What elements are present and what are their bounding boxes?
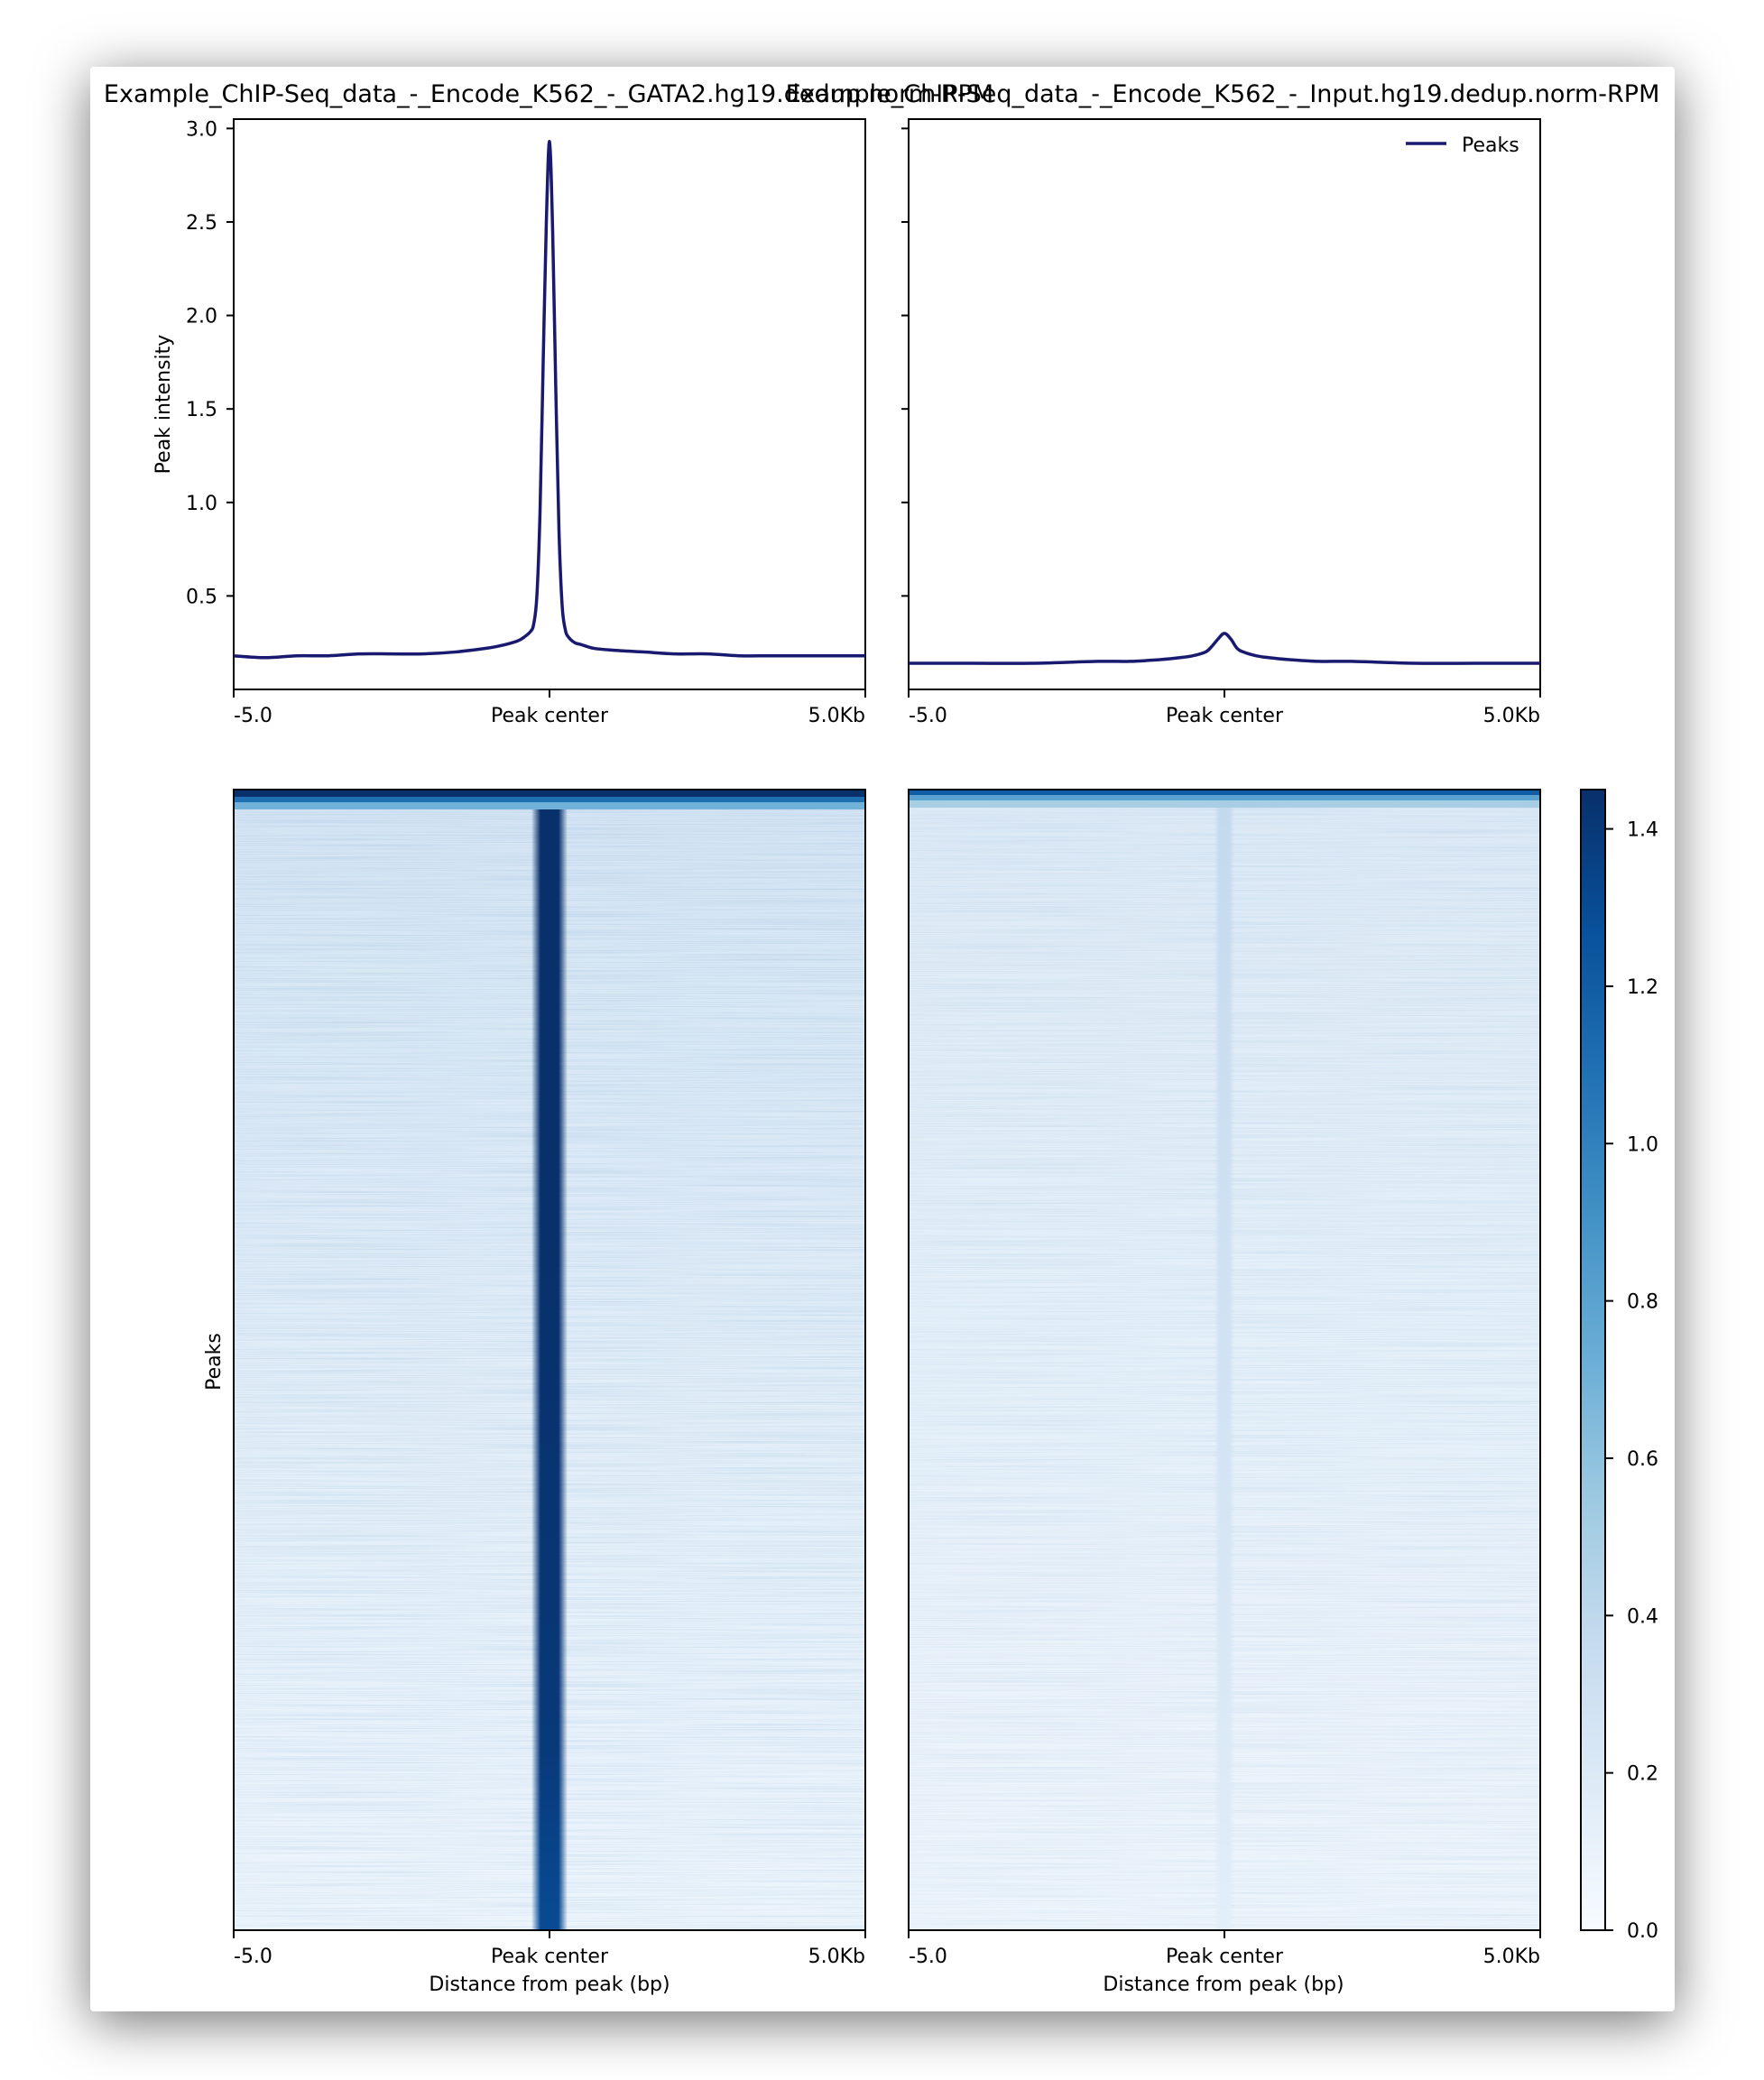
profile-y-tick-label: 3.0 xyxy=(186,118,217,141)
profile-line-gata2 xyxy=(233,140,865,660)
colorbar xyxy=(1580,789,1606,1931)
profile-x-tick-label: 5.0Kb xyxy=(808,705,865,727)
heatmap-x-tick-label: 5.0Kb xyxy=(808,1946,865,1968)
profile-x-tick-label: -5.0 xyxy=(909,705,947,727)
profile-y-tick-label: 2.5 xyxy=(186,212,217,235)
heatmap-xlabel-input: Distance from peak (bp) xyxy=(1103,1974,1344,1996)
profile-y-ticks: 0.5 1.0 1.5 2.0 2.5 3.0 xyxy=(186,118,909,608)
heatmap-x-tick-label: 5.0Kb xyxy=(1483,1946,1540,1968)
heatmap-top-rows xyxy=(234,790,865,797)
profile-y-tick-label: 2.0 xyxy=(186,306,217,328)
colorbar-tick-label: 1.4 xyxy=(1627,819,1658,842)
heatmap-x-tick-label: -5.0 xyxy=(234,1946,272,1968)
profile-x-tick-label: 5.0Kb xyxy=(1483,705,1540,727)
heatmap-top-rows xyxy=(909,800,1540,808)
heatmap-top-rows xyxy=(234,802,865,809)
heatmap-frame-gata2 xyxy=(233,789,866,1931)
profile-lines xyxy=(233,140,1540,665)
profile-y-tick-label: 1.0 xyxy=(186,493,217,515)
heatmap-center-band-gata2 xyxy=(531,790,568,1930)
heatmap-top-rows xyxy=(909,795,1540,800)
panel-title-gata2: Example_ChIP-Seq_data_-_Encode_K562_-_GA… xyxy=(104,80,993,108)
colorbar-tick-label: 1.0 xyxy=(1627,1133,1658,1156)
heatmap-ylabel: Peaks xyxy=(203,1333,226,1391)
heatmap-top-rows xyxy=(234,797,865,802)
heatmap-center-band-input xyxy=(1214,790,1234,1930)
colorbar-tick-label: 1.2 xyxy=(1627,976,1658,999)
colorbar-tick-label: 0.4 xyxy=(1627,1605,1658,1628)
profile-y-tick-label: 1.5 xyxy=(186,399,217,421)
heatmap-top-rows xyxy=(909,790,1540,795)
heatmap-x-tick-label: Peak center xyxy=(1166,1946,1284,1968)
colorbar-ticks: 0.0 0.2 0.4 0.6 0.8 1.0 1.2 1.4 xyxy=(1605,819,1658,1943)
colorbar-tick-label: 0.0 xyxy=(1627,1920,1658,1943)
profile-x-tick-label: Peak center xyxy=(1166,705,1284,727)
heatmap-x-tick-label: -5.0 xyxy=(909,1946,947,1968)
panel-title-input: Example_ChIP-Seq_data_-_Encode_K562_-_In… xyxy=(786,80,1660,108)
profile-line-input xyxy=(909,632,1540,665)
profile-axes-input xyxy=(908,118,1541,690)
legend-label: Peaks xyxy=(1462,134,1519,157)
profile-x-tick-label: Peak center xyxy=(491,705,609,727)
profile-y-tick-label: 0.5 xyxy=(186,586,217,608)
profile-ylabel: Peak intensity xyxy=(152,335,175,475)
heatmaps xyxy=(234,790,1540,1930)
colorbar-tick-label: 0.8 xyxy=(1627,1291,1658,1314)
heatmap-frame-input xyxy=(908,789,1541,1931)
profile-legend: Peaks xyxy=(1406,134,1519,157)
heatmap-xlabel-gata2: Distance from peak (bp) xyxy=(429,1974,670,1996)
profile-x-ticks: -5.0 -5.0 Peak center Peak center 5.0Kb 5.0Kb… xyxy=(233,689,1541,1968)
profile-x-tick-label: -5.0 xyxy=(234,705,272,727)
colorbar-tick-label: 0.2 xyxy=(1627,1763,1658,1786)
heatmap-x-tick-label: Peak center xyxy=(491,1946,609,1968)
colorbar-tick-label: 0.6 xyxy=(1627,1448,1658,1471)
profile-axes-gata2 xyxy=(233,118,866,690)
